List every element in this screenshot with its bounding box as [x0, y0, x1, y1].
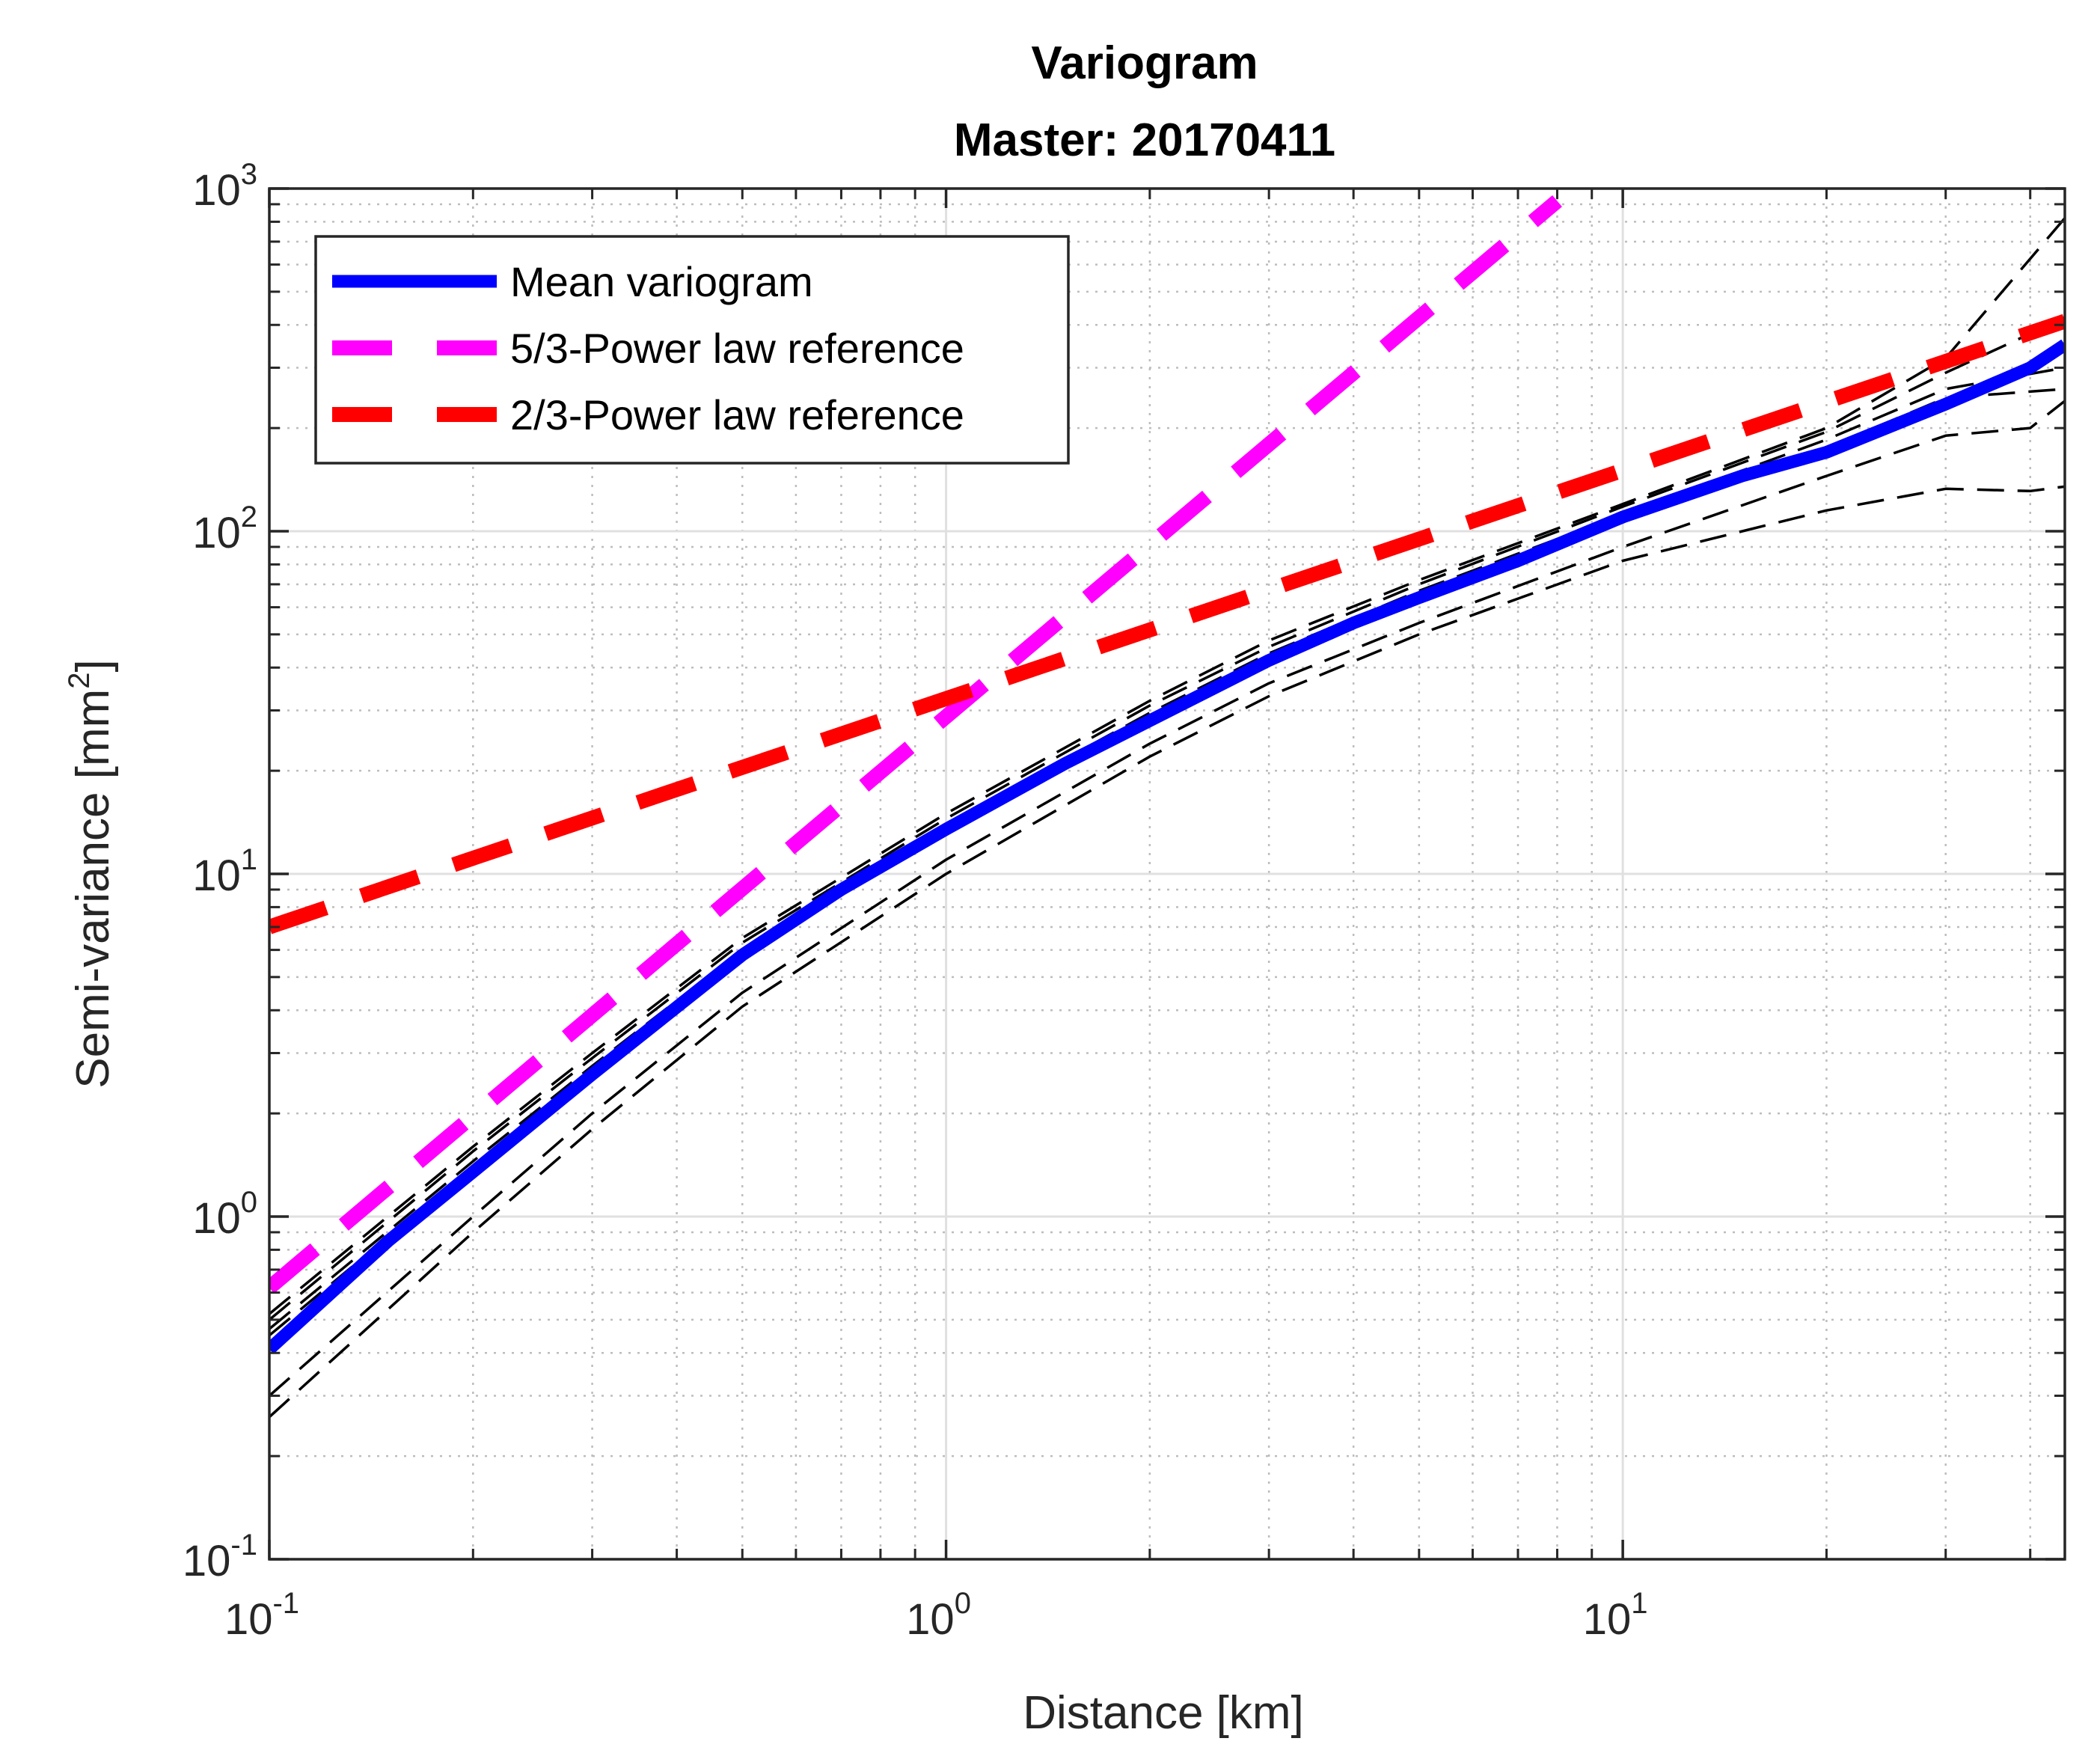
- legend-label: Mean variogram: [510, 258, 813, 305]
- series-2-3-power-law-reference: [269, 313, 2065, 934]
- x-tick-label-base: 10: [224, 1595, 273, 1644]
- series-mean-variogram: [269, 339, 2065, 1354]
- y-axis-label-prefix: Semi-variance [mm: [67, 689, 119, 1089]
- x-axis-label: Distance [km]: [1023, 1687, 1304, 1739]
- y-tick-label-base: 10: [183, 1537, 231, 1585]
- legend-label: 2/3-Power law reference: [510, 391, 964, 438]
- y-tick-label: 103: [192, 158, 257, 215]
- y-tick-label-exponent: 0: [241, 1186, 257, 1219]
- legend: Mean variogram 5/3-Power law reference 2/3…: [314, 235, 1070, 465]
- series-individual-variogram: [269, 400, 2065, 1397]
- y-axis-label-suffix: ]: [67, 659, 119, 672]
- series-individual-variogram: [269, 217, 2065, 1315]
- y-tick-label: 102: [192, 501, 257, 557]
- x-tick-label-base: 10: [906, 1595, 955, 1644]
- y-tick-label-base: 10: [192, 509, 241, 557]
- y-axis-label-superscript: 2: [63, 672, 96, 688]
- x-tick-label: 100: [906, 1587, 971, 1644]
- series-group: [269, 195, 2065, 1419]
- x-tick-label-exponent: 1: [1631, 1587, 1647, 1620]
- x-tick-label-exponent: 0: [955, 1587, 971, 1620]
- y-tick-label: 10-1: [183, 1529, 257, 1585]
- y-tick-label-exponent: 3: [241, 158, 257, 191]
- grid: [269, 189, 2065, 1559]
- y-tick-label-exponent: 1: [241, 843, 257, 876]
- series-individual-variogram: [269, 366, 2065, 1330]
- y-tick-label: 100: [192, 1186, 257, 1243]
- y-tick-label-exponent: 2: [241, 501, 257, 533]
- chart-subtitle: Master: 20170411: [954, 114, 1335, 166]
- y-tick-label-base: 10: [192, 1194, 241, 1243]
- x-tick-label: 10-1: [224, 1587, 299, 1644]
- x-tick-label-exponent: -1: [272, 1587, 299, 1620]
- series-individual-variogram: [269, 316, 2065, 1321]
- y-tick-label: 101: [192, 843, 257, 900]
- x-tick-label-base: 10: [1583, 1595, 1632, 1644]
- legend-label: 5/3-Power law reference: [510, 325, 964, 372]
- series-5-3-power-law-reference: [269, 195, 1562, 1294]
- series-individual-variogram: [269, 485, 2065, 1419]
- chart-title: Variogram: [1031, 37, 1258, 89]
- y-axis-label: Semi-variance [mm2]: [63, 659, 119, 1088]
- x-tick-label: 101: [1583, 1587, 1648, 1644]
- y-tick-label-exponent: -1: [230, 1529, 257, 1561]
- y-tick-label-base: 10: [192, 166, 241, 215]
- y-tick-label-base: 10: [192, 851, 241, 900]
